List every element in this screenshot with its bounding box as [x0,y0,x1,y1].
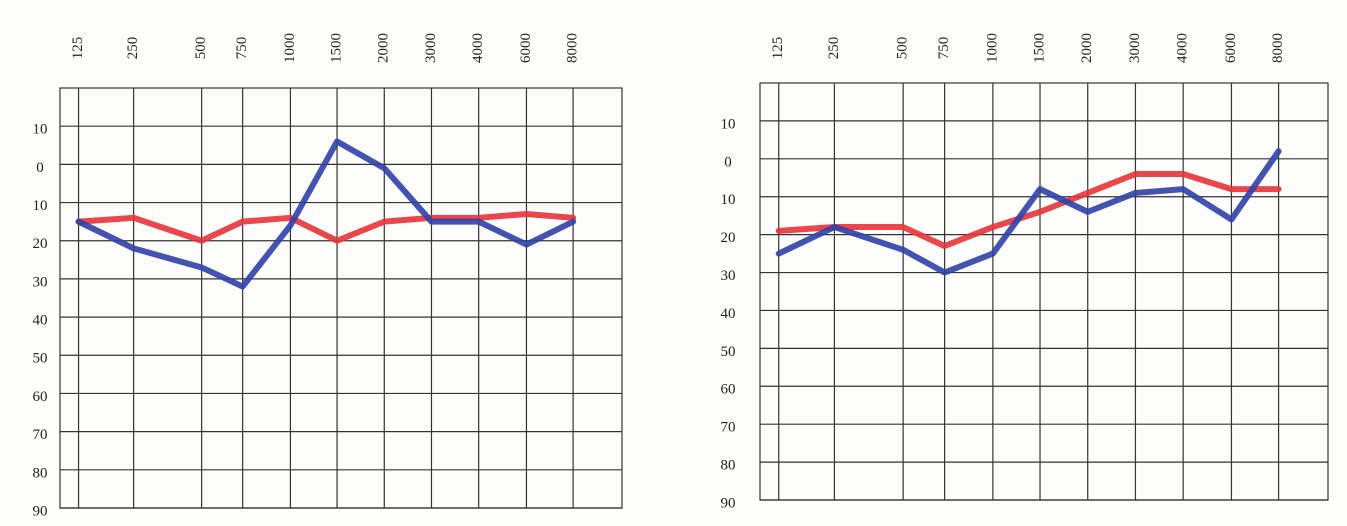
x-tick-label: 8000 [565,33,581,63]
y-tick-label: 50 [33,351,48,367]
y-tick-label: 90 [33,503,48,519]
hearing-line [775,170,1282,250]
y-tick-label: 10 [33,122,48,138]
y-tick-label: 10 [33,198,48,214]
y-tick-label: 60 [721,382,736,398]
x-tick-label: 250 [125,37,141,60]
hearing-line [75,211,577,244]
x-tick-label: 4000 [1175,33,1191,63]
y-tick-label: 20 [33,236,48,252]
y-tick-label: 0 [36,160,44,176]
x-tick-label: 3000 [423,33,439,63]
hearing-line [75,138,577,290]
plot-frame [759,82,1329,501]
y-tick-label: 20 [721,230,736,246]
x-tick-label: 8000 [1270,33,1286,63]
x-tick-label: 750 [936,37,952,60]
x-tick-label: 1000 [282,33,298,63]
x-tick-label: 1500 [1031,33,1047,63]
y-tick-label: 10 [721,116,736,132]
x-tick-label: 1000 [984,33,1000,63]
y-tick-label: 70 [33,427,48,443]
y-tick-label: 40 [721,306,736,322]
y-tick-label: 80 [721,458,736,474]
y-tick-label: 50 [721,344,736,360]
x-tick-label: 6000 [1223,33,1239,63]
x-tick-label: 500 [895,37,911,60]
x-tick-label: 500 [193,37,209,60]
y-tick-label: 10 [721,192,736,208]
x-tick-label: 2000 [376,33,392,63]
hearing-line [775,148,1282,276]
x-tick-label: 750 [234,37,250,60]
x-tick-label: 6000 [518,33,534,63]
y-tick-label: 0 [724,154,732,170]
y-tick-label: 70 [721,420,736,436]
x-tick-label: 250 [826,37,842,60]
x-tick-label: 125 [770,37,786,60]
x-tick-label: 1500 [329,33,345,63]
x-tick-label: 4000 [470,33,486,63]
y-tick-label: 30 [33,274,48,290]
y-tick-label: 30 [721,268,736,284]
y-tick-label: 40 [33,313,48,329]
x-tick-label: 3000 [1127,33,1143,63]
x-tick-label: 2000 [1079,33,1095,63]
y-tick-label: 80 [33,465,48,481]
x-tick-label: 125 [70,37,86,60]
y-tick-label: 90 [721,495,736,511]
y-tick-label: 60 [33,389,48,405]
plot-frame [59,87,623,509]
